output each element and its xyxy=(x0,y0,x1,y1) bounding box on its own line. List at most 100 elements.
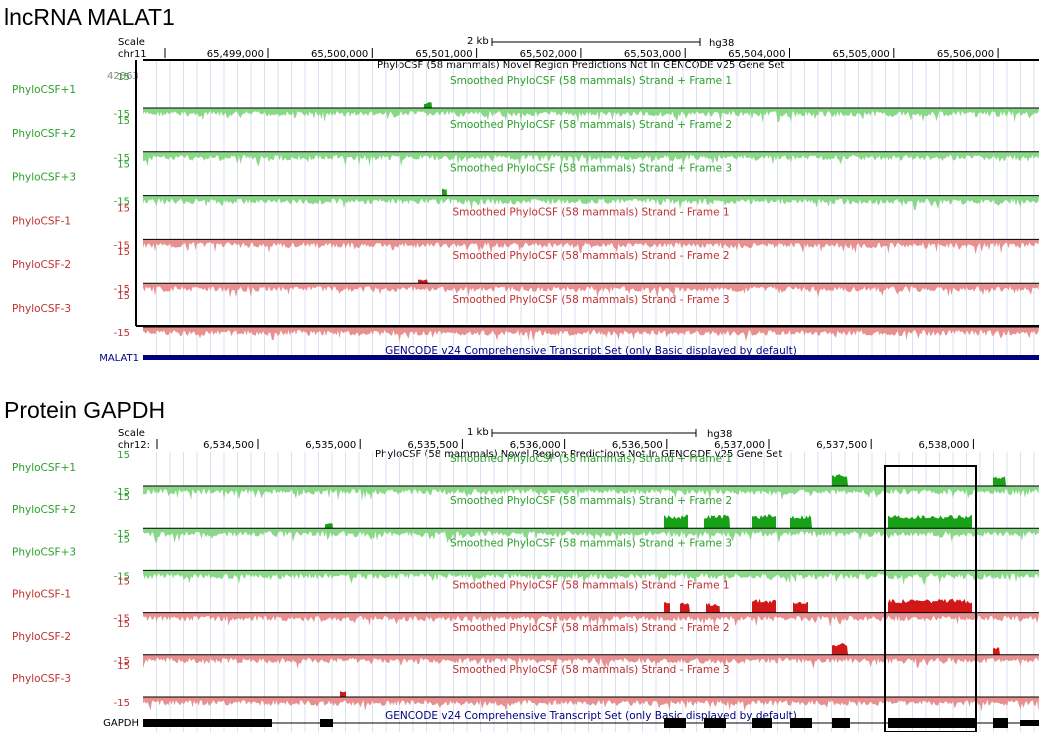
gene-track-title: GENCODE v24 Comprehensive Transcript Set… xyxy=(385,345,797,357)
axis-min-label: -15 xyxy=(114,571,130,582)
gene-exon xyxy=(790,718,812,728)
axis-max-label: 15 xyxy=(117,116,130,127)
ruler-tick-label: 6,535,500 xyxy=(407,440,458,451)
gene-track-title: GENCODE v24 Comprehensive Transcript Set… xyxy=(385,710,797,722)
track-name-PhyloCSF-3: PhyloCSF-3 xyxy=(12,673,71,685)
wiggle-peak xyxy=(832,474,848,486)
wiggle-peak xyxy=(793,601,808,613)
track-name-PhyloCSF-2: PhyloCSF-2 xyxy=(12,631,71,643)
assembly-label: hg38 xyxy=(709,38,735,49)
wiggle-negative-PhyloCSF-3 xyxy=(143,697,1039,712)
track-name-PhyloCSF-1: PhyloCSF-1 xyxy=(12,589,71,601)
track-title: Smoothed PhyloCSF (58 mammals) Strand - … xyxy=(452,622,729,634)
track-title: Smoothed PhyloCSF (58 mammals) Strand + … xyxy=(450,75,732,87)
ruler-tick-label: 6,537,500 xyxy=(816,440,867,451)
ruler-tick-label: 65,503,000 xyxy=(624,49,681,60)
track-title: Smoothed PhyloCSF (58 mammals) Strand + … xyxy=(450,119,732,131)
wiggle-peak xyxy=(832,643,848,655)
track-name-PhyloCSF+2: PhyloCSF+2 xyxy=(12,504,76,516)
track-title: Smoothed PhyloCSF (58 mammals) Strand - … xyxy=(452,250,729,262)
gene-exon xyxy=(993,718,1008,728)
ruler-tick-label: 6,536,500 xyxy=(612,440,663,451)
wiggle-peak xyxy=(680,602,690,613)
track-name-PhyloCSF+2: PhyloCSF+2 xyxy=(12,128,76,140)
ruler-tick-label: 65,504,000 xyxy=(728,49,785,60)
ruler-tick-label: 65,499,000 xyxy=(207,49,264,60)
axis-min-label: -15 xyxy=(114,698,130,709)
wiggle-peak xyxy=(752,598,776,613)
ruler-tick-label: 6,538,000 xyxy=(918,440,969,451)
wiggle-negative-PhyloCSF-3 xyxy=(143,327,1039,342)
wiggle-negative-PhyloCSF-2 xyxy=(143,654,1039,670)
axis-max-label: 15 xyxy=(117,72,130,83)
novel-track-value: 42863 xyxy=(107,71,139,82)
axis-max-label: 15 xyxy=(117,160,130,171)
ruler-tick-label: 65,500,000 xyxy=(311,49,368,60)
wiggle-peak xyxy=(790,515,812,529)
gene-exon xyxy=(832,718,850,728)
gene-name: GAPDH xyxy=(103,718,139,729)
ruler-tick-label: 6,535,000 xyxy=(305,440,356,451)
axis-min-label: -15 xyxy=(114,109,130,120)
wiggle-negative-PhyloCSF-2 xyxy=(143,283,1039,299)
wiggle-peak xyxy=(340,691,346,697)
ruler-tick-label: 65,502,000 xyxy=(520,49,577,60)
wiggle-peak xyxy=(888,514,972,529)
axis-min-label: -15 xyxy=(114,284,130,295)
gene-exon xyxy=(704,718,726,728)
axis-min-label: -15 xyxy=(114,240,130,251)
gene-exon xyxy=(752,718,772,728)
track-name-PhyloCSF+1: PhyloCSF+1 xyxy=(12,84,76,96)
axis-max-label: 15 xyxy=(117,534,130,545)
gene-exon xyxy=(664,718,686,728)
track-name-PhyloCSF+1: PhyloCSF+1 xyxy=(12,462,76,474)
wiggle-negative-PhyloCSF+2 xyxy=(143,528,1039,544)
wiggle-negative-PhyloCSF+1 xyxy=(143,108,1039,123)
panel-title: lncRNA MALAT1 xyxy=(4,4,175,30)
axis-min-label: -15 xyxy=(114,614,130,625)
track-title: Smoothed PhyloCSF (58 mammals) Strand + … xyxy=(450,495,732,507)
wiggle-negative-PhyloCSF+1 xyxy=(143,486,1039,501)
ruler-tick-label: 65,505,000 xyxy=(833,49,890,60)
axis-min-label: -15 xyxy=(114,656,130,667)
ruler-tick-label: 65,506,000 xyxy=(937,49,994,60)
axis-max-label: 15 xyxy=(117,291,130,302)
ruler-tick-label: 6,536,000 xyxy=(510,440,561,451)
highlight-box xyxy=(884,465,977,732)
wiggle-negative-PhyloCSF-1 xyxy=(143,612,1039,628)
track-name-PhyloCSF+3: PhyloCSF+3 xyxy=(12,172,76,184)
ruler-tick-label: 65,501,000 xyxy=(415,49,472,60)
scalebar-label: 2 kb xyxy=(467,36,489,47)
gene-exon xyxy=(320,719,333,727)
scalebar-label: 1 kb xyxy=(467,427,489,438)
track-title: Smoothed PhyloCSF (58 mammals) Strand - … xyxy=(452,664,729,676)
track-name-PhyloCSF+3: PhyloCSF+3 xyxy=(12,546,76,558)
wiggle-peak xyxy=(442,188,447,196)
axis-max-label: 15 xyxy=(117,492,130,503)
axis-max-label: 15 xyxy=(117,577,130,588)
wiggle-peak xyxy=(706,602,720,613)
wiggle-peak xyxy=(993,647,1000,655)
wiggle-negative-PhyloCSF+3 xyxy=(143,570,1039,586)
axis-min-label: -15 xyxy=(114,487,130,498)
axis-max-label: 15 xyxy=(117,619,130,630)
track-title: Smoothed PhyloCSF (58 mammals) Strand - … xyxy=(452,580,729,592)
wiggle-peak xyxy=(424,102,432,108)
axis-min-label: -15 xyxy=(114,328,130,339)
wiggle-negative-PhyloCSF+3 xyxy=(143,195,1039,211)
panel-title: Protein GAPDH xyxy=(4,397,166,423)
wiggle-peak xyxy=(888,598,972,613)
axis-min-label: -15 xyxy=(114,197,130,208)
chrom-label: chr11 xyxy=(118,49,147,60)
wiggle-peak xyxy=(704,514,730,529)
wiggle-negative-PhyloCSF+2 xyxy=(143,151,1039,167)
track-title: Smoothed PhyloCSF (58 mammals) Strand + … xyxy=(450,453,732,465)
axis-max-label: 15 xyxy=(117,247,130,258)
wiggle-peak xyxy=(664,514,688,529)
track-name-PhyloCSF-1: PhyloCSF-1 xyxy=(12,215,71,227)
gene-exon xyxy=(143,719,272,727)
track-name-PhyloCSF-2: PhyloCSF-2 xyxy=(12,259,71,271)
wiggle-negative-PhyloCSF-1 xyxy=(143,239,1039,255)
ruler-tick-label: 6,534,500 xyxy=(203,440,254,451)
